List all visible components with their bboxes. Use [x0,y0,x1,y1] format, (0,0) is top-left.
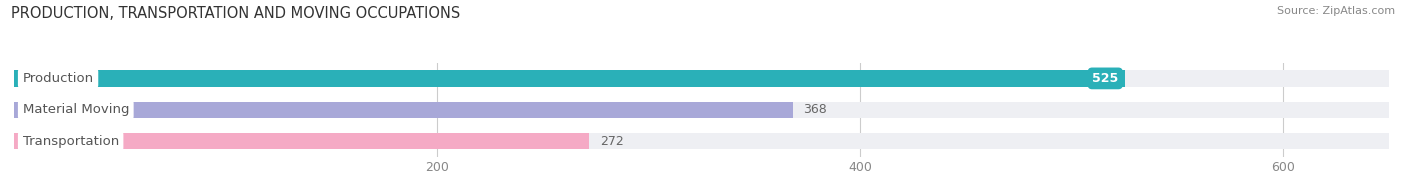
Bar [14,102,793,118]
Bar [14,70,1125,87]
Text: 272: 272 [600,135,624,148]
Bar [14,102,1389,118]
Text: PRODUCTION, TRANSPORTATION AND MOVING OCCUPATIONS: PRODUCTION, TRANSPORTATION AND MOVING OC… [11,6,461,21]
Text: 368: 368 [803,103,827,116]
Text: Transportation: Transportation [22,135,118,148]
Bar [14,133,589,149]
Text: Production: Production [22,72,94,85]
Text: 525: 525 [1092,72,1118,85]
Bar [14,133,1389,149]
Bar [14,70,1389,87]
Text: Material Moving: Material Moving [22,103,129,116]
Text: Source: ZipAtlas.com: Source: ZipAtlas.com [1277,6,1395,16]
